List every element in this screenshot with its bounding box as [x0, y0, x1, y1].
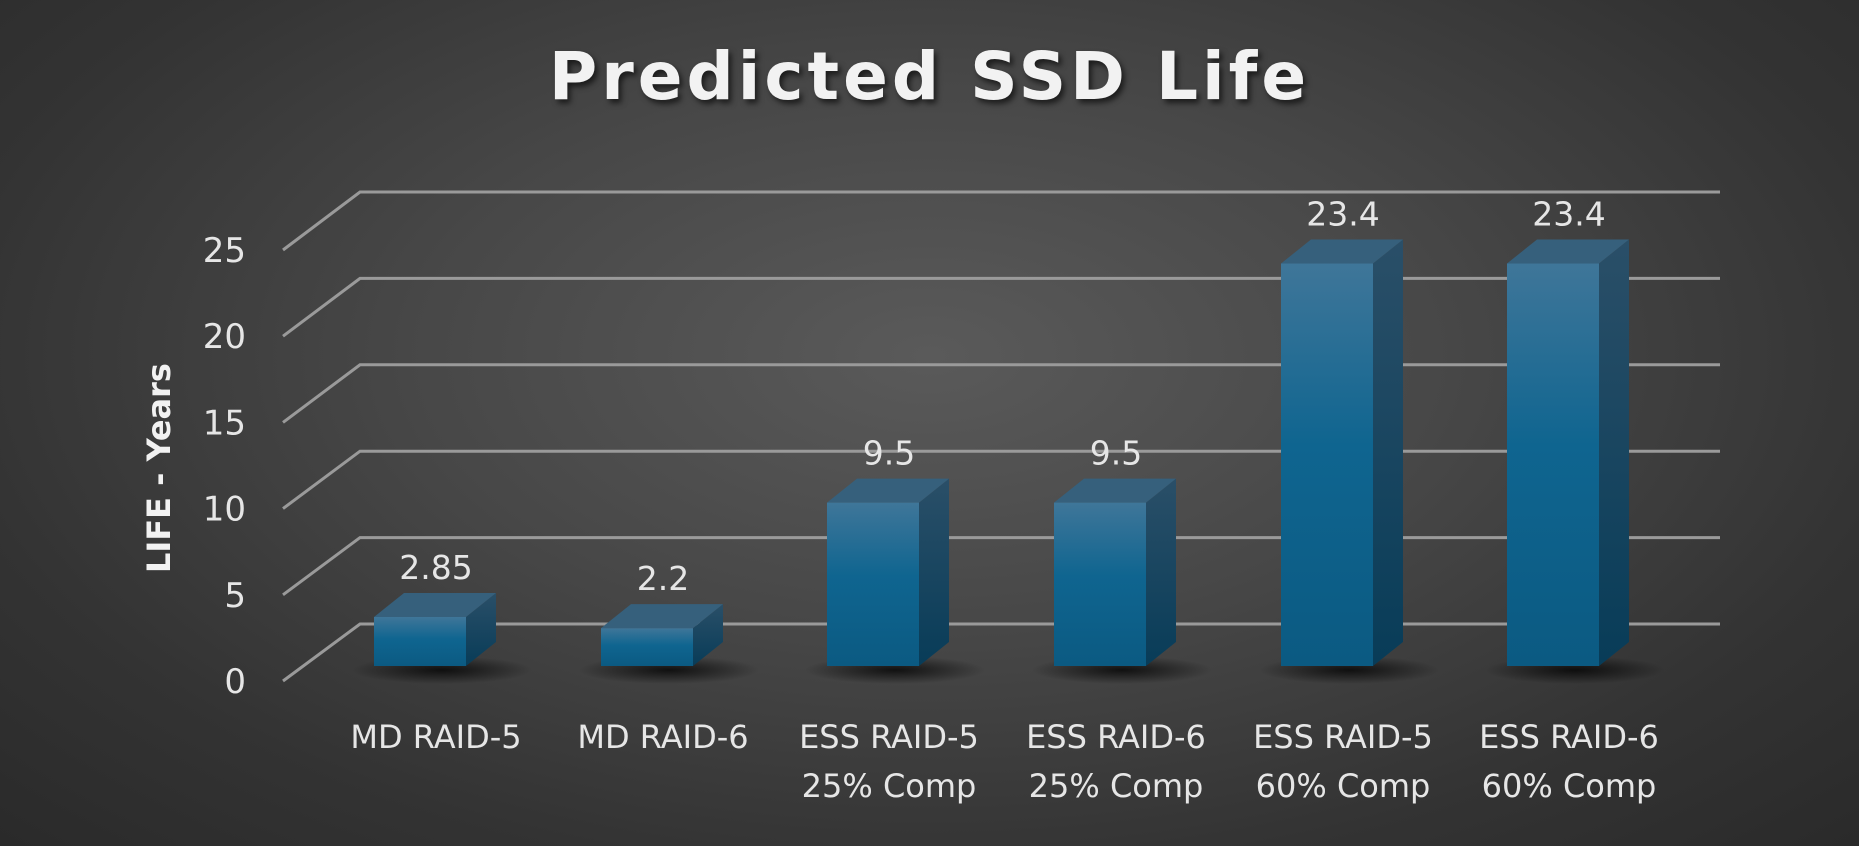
- bar-top-face: [1281, 239, 1403, 264]
- bar-top-face: [601, 604, 723, 629]
- bar-top-face: [1507, 239, 1629, 264]
- bar-front-face: [1054, 502, 1146, 666]
- x-category-label: ESS RAID-6 60% Comp: [1479, 718, 1659, 805]
- data-label: 9.5: [1090, 434, 1142, 473]
- data-label: 2.85: [399, 548, 472, 587]
- data-label: 23.4: [1532, 195, 1605, 234]
- bar-side-face: [693, 604, 723, 666]
- bar-side-face: [1599, 239, 1629, 666]
- data-label: 9.5: [863, 434, 915, 473]
- x-category-label: ESS RAID-5 60% Comp: [1253, 718, 1433, 805]
- gridline: [282, 536, 1720, 597]
- data-label: 23.4: [1306, 195, 1379, 234]
- bar: [1259, 239, 1439, 684]
- y-axis-title: LIFE - Years: [140, 363, 178, 573]
- bar: [352, 592, 532, 684]
- bar-side-face: [1373, 239, 1403, 666]
- x-category-label: MD RAID-6: [577, 718, 748, 756]
- bar-front-face: [1507, 263, 1599, 666]
- x-category-label: ESS RAID-5 25% Comp: [799, 718, 979, 805]
- y-tick-label: 0: [224, 662, 246, 702]
- y-tick-label: 5: [224, 576, 246, 616]
- chart-title: Predicted SSD Life: [548, 38, 1311, 115]
- bar-top-face: [827, 478, 949, 503]
- bar-front-face: [374, 616, 466, 666]
- bar-top-face: [374, 592, 496, 617]
- bar-side-face: [466, 592, 496, 666]
- gridline: [282, 190, 1720, 252]
- y-tick-label: 15: [203, 403, 246, 443]
- bar: [1032, 478, 1212, 684]
- bar-front-face: [1281, 263, 1373, 666]
- x-category-label: ESS RAID-6 25% Comp: [1026, 718, 1206, 805]
- bar: [805, 478, 985, 684]
- x-category-label: MD RAID-5: [350, 718, 521, 756]
- gridline: [282, 276, 1720, 338]
- bar-front-face: [827, 502, 919, 666]
- data-label: 2.2: [637, 559, 689, 598]
- y-tick-label: 20: [203, 317, 246, 357]
- bar-top-face: [1054, 478, 1176, 503]
- bar: [1485, 239, 1665, 684]
- gridline: [282, 622, 1720, 683]
- bar-side-face: [919, 478, 949, 666]
- gridline: [282, 449, 1720, 510]
- bar-side-face: [1146, 478, 1176, 666]
- y-tick-label: 25: [203, 231, 246, 271]
- bar-front-face: [601, 628, 693, 666]
- gridline: [282, 363, 1720, 424]
- bar: [579, 604, 759, 684]
- y-tick-label: 10: [203, 490, 246, 530]
